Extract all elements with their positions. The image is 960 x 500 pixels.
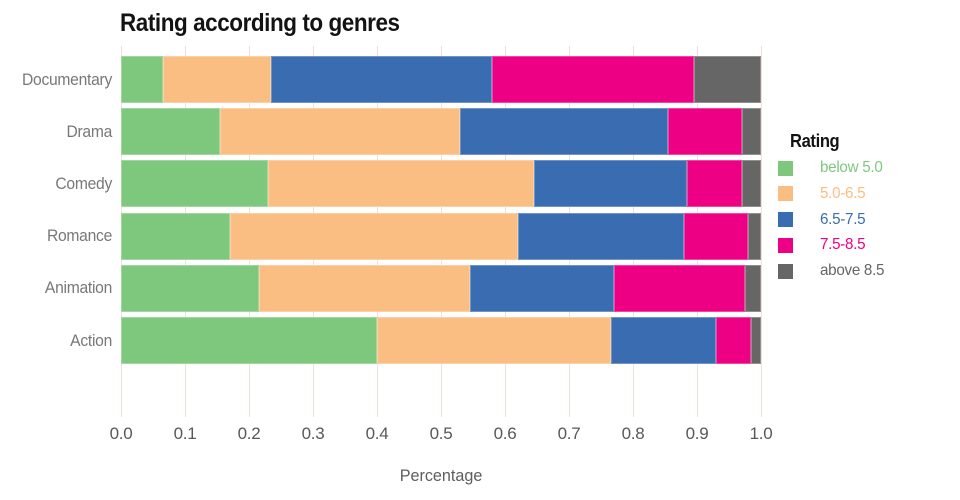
bar-segment-above-8.5 [694, 56, 761, 103]
bar-segment-5.0-6.5 [163, 56, 271, 103]
x-tick-1.0: 1.0 [749, 424, 773, 443]
bar-row-action [121, 317, 761, 364]
bar-segment-below-5.0 [121, 264, 259, 312]
bar-segment-above-8.5 [742, 108, 761, 156]
y-label-comedy: Comedy [55, 173, 112, 193]
bar-segment-7.5-8.5 [716, 317, 751, 364]
legend-item-5.0-6.5: 5.0-6.5 [778, 184, 868, 202]
legend-item-above-8.5: above 8.5 [778, 262, 888, 280]
legend-label: above 8.5 [820, 262, 885, 280]
y-label-documentary: Documentary [22, 69, 112, 89]
bar-segment-6.5-7.5 [611, 317, 716, 364]
legend-item-below-5.0: below 5.0 [778, 159, 886, 176]
y-label-action: Action [70, 330, 112, 350]
bar-segment-above-8.5 [745, 264, 761, 312]
bar-segment-above-8.5 [751, 317, 761, 364]
legend-swatch-icon [778, 212, 793, 228]
bar-segment-below-5.0 [121, 56, 163, 103]
bar-segment-below-5.0 [121, 108, 220, 156]
bar-segment-below-5.0 [121, 160, 268, 208]
legend-label: 6.5-7.5 [820, 210, 866, 228]
bar-segment-7.5-8.5 [684, 212, 748, 260]
bar-segment-5.0-6.5 [377, 317, 611, 364]
gridline-1.0 [760, 46, 762, 417]
x-tick-0.6: 0.6 [493, 424, 517, 443]
legend-label: 5.0-6.5 [820, 184, 866, 202]
bar-segment-below-5.0 [121, 317, 377, 364]
x-tick-0.5: 0.5 [429, 424, 453, 443]
x-tick-0.1: 0.1 [173, 424, 197, 443]
bar-row-romance [121, 212, 761, 260]
bar-segment-7.5-8.5 [492, 56, 694, 103]
legend-title: Rating [790, 131, 840, 151]
x-tick-0.0: 0.0 [109, 424, 133, 443]
bar-segment-6.5-7.5 [534, 160, 687, 208]
legend-label: 7.5-8.5 [820, 236, 866, 254]
bar-segment-6.5-7.5 [518, 212, 684, 260]
bar-segment-7.5-8.5 [687, 160, 742, 208]
bar-segment-6.5-7.5 [470, 264, 614, 312]
bar-segment-above-8.5 [748, 212, 761, 260]
chart-title: Rating according to genres [120, 9, 400, 37]
bar-segment-5.0-6.5 [268, 160, 534, 208]
bar-row-drama [121, 108, 761, 156]
x-axis-title: Percentage [399, 466, 483, 485]
y-label-romance: Romance [46, 226, 112, 246]
bar-segment-5.0-6.5 [230, 212, 518, 260]
legend-item-6.5-7.5: 6.5-7.5 [778, 210, 868, 228]
plot-panel [120, 46, 762, 417]
bar-segment-6.5-7.5 [460, 108, 668, 156]
x-tick-0.4: 0.4 [365, 424, 389, 443]
legend-item-7.5-8.5: 7.5-8.5 [778, 236, 868, 254]
x-tick-0.2: 0.2 [237, 424, 261, 443]
legend-label: below 5.0 [820, 159, 883, 176]
y-label-animation: Animation [44, 278, 112, 298]
bar-segment-5.0-6.5 [220, 108, 460, 156]
bar-segment-below-5.0 [121, 212, 230, 260]
legend-swatch-icon [778, 160, 793, 176]
bar-segment-6.5-7.5 [271, 56, 492, 103]
x-tick-0.7: 0.7 [557, 424, 581, 443]
bar-segment-5.0-6.5 [259, 264, 470, 312]
bar-segment-7.5-8.5 [614, 264, 745, 312]
legend-swatch-icon [778, 186, 793, 202]
legend-swatch-icon [778, 263, 793, 279]
bar-row-documentary [121, 56, 761, 103]
legend: Rating below 5.0 5.0-6.5 6.5-7.5 7.5-8.5 abo… [778, 131, 956, 279]
bar-row-animation [121, 264, 761, 312]
x-tick-0.9: 0.9 [685, 424, 709, 443]
legend-swatch-icon [778, 237, 793, 253]
x-tick-0.8: 0.8 [621, 424, 645, 443]
y-label-drama: Drama [66, 121, 112, 141]
x-tick-0.3: 0.3 [301, 424, 325, 443]
bar-segment-above-8.5 [742, 160, 761, 208]
bar-segment-7.5-8.5 [668, 108, 742, 156]
bar-row-comedy [121, 160, 761, 208]
